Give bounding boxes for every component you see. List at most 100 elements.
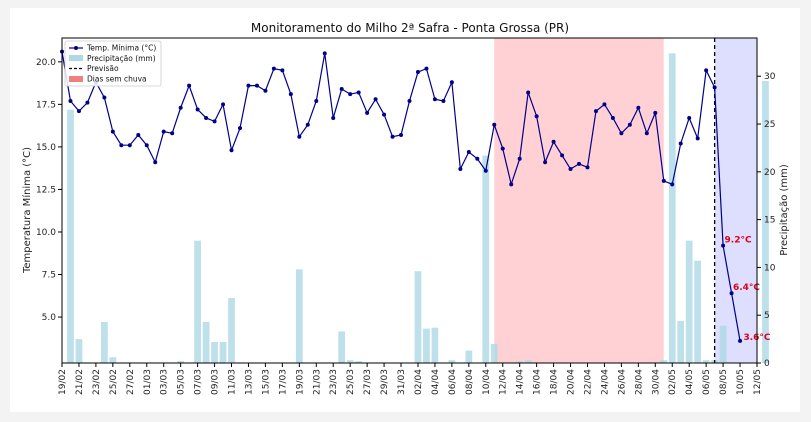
precipitation-bar [338, 331, 346, 363]
temperature-point [441, 98, 446, 103]
x-tick-label: 21/03 [312, 369, 322, 395]
precipitation-bar [346, 360, 354, 363]
y-right-tick-label: 10 [764, 263, 776, 273]
temperature-point [704, 68, 709, 73]
precipitation-bar [414, 271, 422, 363]
temperature-point [305, 122, 310, 127]
temperature-point [314, 98, 319, 103]
x-tick-label: 19/03 [295, 369, 305, 395]
precipitation-bar [423, 328, 430, 363]
temperature-point [492, 122, 497, 127]
temperature-point [399, 132, 404, 137]
y-left-tick-label: 12.5 [36, 185, 56, 195]
temperature-point [636, 105, 641, 110]
temperature-point [297, 134, 302, 139]
precipitation-bar [668, 53, 676, 363]
precipitation-bar [465, 350, 473, 363]
temperature-point [458, 167, 463, 172]
chart-container: Monitoramento do Milho 2ª Safra - Ponta … [10, 8, 800, 412]
x-tick-label: 28/04 [634, 369, 644, 395]
x-tick-label: 25/03 [346, 369, 356, 395]
temperature-point [509, 182, 514, 187]
precipitation-bar [660, 360, 668, 363]
temperature-point [475, 156, 480, 161]
precipitation-bar [211, 341, 218, 363]
legend-dry-period-swatch [69, 76, 83, 82]
x-tick-label: 02/05 [668, 369, 678, 395]
temperature-point [526, 90, 531, 95]
x-tick-label: 15/03 [261, 369, 271, 395]
temperature-point [356, 90, 361, 95]
temperature-point [331, 115, 336, 120]
temperature-point [187, 83, 192, 88]
x-tick-label: 27/02 [126, 369, 136, 395]
temperature-point [653, 110, 658, 115]
temperature-point [280, 68, 285, 73]
x-tick-label: 08/05 [719, 369, 729, 395]
temperature-point [339, 87, 344, 92]
y-axis-left-title: Temperatura Mínima (°C) [21, 147, 33, 274]
precipitation-bar [295, 269, 303, 363]
temperature-point [382, 112, 387, 117]
temperature-precipitation-chart: Monitoramento do Milho 2ª Safra - Ponta … [21, 21, 790, 395]
y-left-tick-label: 5.0 [42, 313, 57, 323]
y-right-tick-label: 0 [764, 359, 770, 369]
precipitation-bar [719, 325, 727, 363]
temperature-point [144, 143, 149, 148]
temperature-point [644, 131, 649, 136]
temperature-point [661, 178, 666, 183]
temperature-point [221, 102, 226, 107]
x-tick-label: 03/03 [160, 369, 170, 395]
x-tick-label: 31/03 [397, 369, 407, 395]
precipitation-bar [677, 320, 685, 363]
temperature-point [483, 168, 488, 173]
y-left-tick-label: 20.0 [36, 58, 56, 68]
temperature-point [229, 148, 234, 153]
x-tick-label: 11/03 [228, 369, 238, 395]
temperature-point [560, 153, 565, 158]
precipitation-bar [355, 361, 363, 363]
precipitation-bar [762, 81, 769, 363]
precipitation-bar [219, 341, 227, 363]
x-tick-label: 25/02 [109, 369, 119, 395]
legend-forecast-label: Previsão [87, 64, 119, 73]
precipitation-bar [75, 339, 83, 363]
precipitation-bar [490, 343, 498, 363]
precipitation-bar [67, 109, 74, 363]
x-tick-label: 26/04 [617, 369, 627, 395]
y-right-tick-label: 20 [764, 168, 776, 178]
forecast-region [714, 38, 757, 363]
temperature-point [161, 129, 166, 134]
temperature-point [254, 83, 259, 88]
temperature-point [534, 114, 539, 119]
x-tick-label: 13/03 [244, 369, 254, 395]
temperature-point [322, 51, 327, 56]
legend-temperature-marker [74, 46, 78, 50]
y-left-tick-label: 15.0 [36, 143, 56, 153]
legend-precipitation-swatch [69, 55, 83, 61]
x-tick-label: 10/05 [736, 369, 746, 395]
x-tick-label: 10/04 [482, 369, 492, 395]
temperature-point [365, 110, 370, 115]
x-tick-label: 01/03 [143, 369, 153, 395]
precipitation-bar [431, 327, 439, 363]
legend-dry-period-label: Dias sem chuva [87, 75, 147, 84]
temperature-point [237, 126, 242, 131]
temperature-point [602, 102, 607, 107]
x-tick-label: 18/04 [550, 369, 560, 395]
x-tick-label: 22/04 [583, 369, 593, 395]
y-right-tick-label: 30 [764, 72, 776, 82]
temperature-point [407, 98, 412, 103]
temperature-point [102, 95, 107, 100]
precipitation-bar [516, 361, 524, 363]
temperature-point [721, 243, 726, 248]
forecast-annotation: 9.2°C [725, 236, 752, 246]
x-tick-label: 17/03 [278, 369, 288, 395]
precipitation-bar [228, 298, 235, 363]
legend-temperature-label: Temp. Mínima (°C) [86, 44, 156, 53]
y-axis-right-title: Precipitação (mm) [779, 164, 790, 256]
temperature-point [432, 97, 437, 102]
temperature-point [212, 119, 217, 124]
precipitation-bar [685, 240, 693, 363]
x-tick-label: 07/03 [194, 369, 204, 395]
